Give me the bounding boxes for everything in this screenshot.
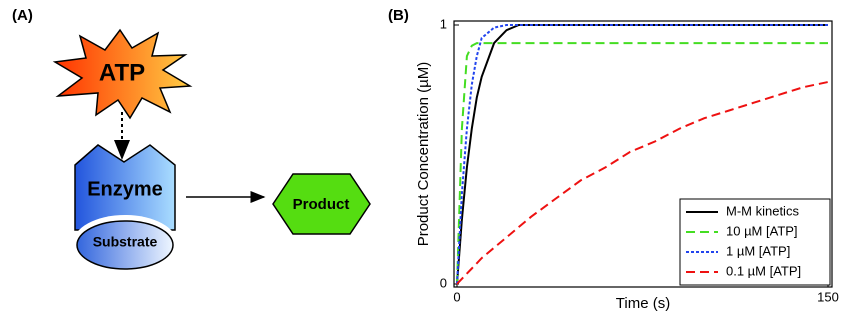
legend-label: M-M kinetics: [726, 203, 799, 218]
substrate-shape: [76, 220, 174, 270]
legend-box: [679, 198, 831, 286]
node-label: Enzyme: [87, 178, 163, 200]
y-tick-label: 0: [440, 275, 447, 290]
node-label: Product: [293, 196, 350, 213]
atp-burst: [52, 28, 193, 120]
legend-label: 0.1 µM [ATP]: [726, 263, 801, 278]
product-shape: [272, 173, 371, 235]
diagram: ATP Enzyme Substrate Product: [52, 28, 371, 271]
x-tick-label: 0: [453, 289, 460, 304]
legend-label: 10 µM [ATP]: [726, 223, 798, 238]
x-tick-label: 150: [817, 289, 839, 304]
series-line: [456, 24, 828, 285]
legend-label: 1 µM [ATP]: [726, 243, 790, 258]
y-tick-label: 1: [440, 16, 447, 31]
y-axis-label: Product Concentration (µM): [415, 62, 432, 247]
panel-label: (B): [388, 7, 409, 24]
chart: Time (s) Product Concentration (µM) 0 150…: [415, 16, 839, 312]
x-axis-label: Time (s): [616, 295, 670, 312]
series-line: [456, 81, 829, 285]
node-label: Substrate: [93, 234, 158, 250]
panel-label: (A): [12, 7, 33, 24]
series-line: [456, 42, 828, 285]
plot-frame: [453, 20, 833, 288]
node-label: ATP: [99, 59, 145, 86]
